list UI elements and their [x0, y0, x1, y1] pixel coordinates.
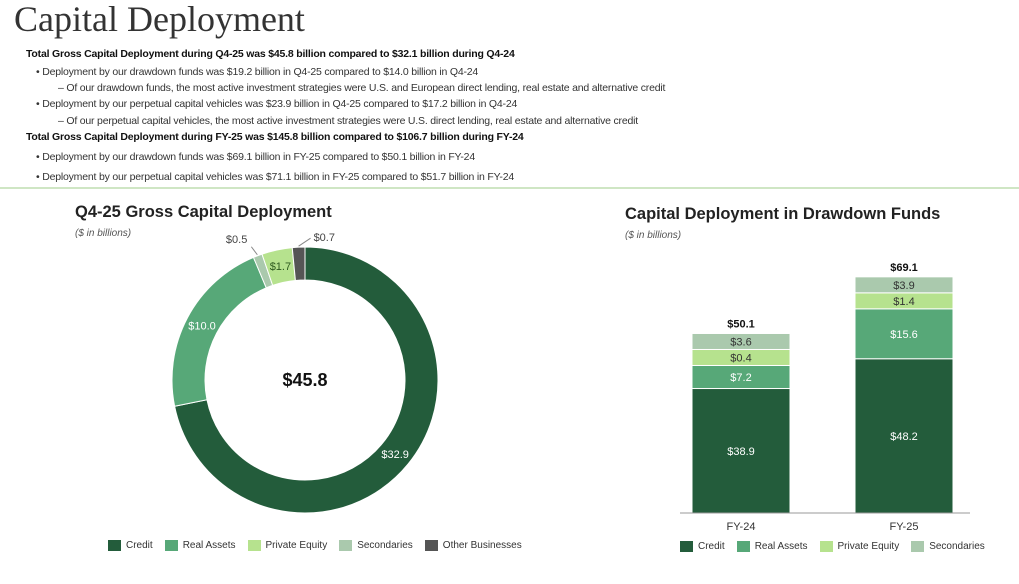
legend-label: Real Assets [182, 540, 236, 551]
leader-line [250, 246, 258, 256]
bar-total-label: $50.1 [727, 318, 755, 330]
donut-legend: Credit Real Assets Private Equity Secondari… [108, 540, 522, 551]
legend-swatch [680, 541, 693, 552]
donut-slice [171, 256, 267, 407]
donut-slice-label: $0.7 [314, 232, 335, 244]
legend-item: Secondaries [911, 541, 985, 552]
donut-slice-label: $32.9 [381, 449, 409, 461]
summary-bullet: – Of our drawdown funds, the most active… [58, 82, 666, 94]
legend-label: Secondaries [929, 541, 985, 552]
donut-slice-label: $0.5 [226, 234, 247, 246]
summary-heading: Total Gross Capital Deployment during FY… [26, 131, 524, 143]
bar-segment [691, 332, 791, 350]
donut-slice-label: $10.0 [188, 320, 216, 332]
legend-swatch [911, 541, 925, 552]
donut-center-total: $45.8 [282, 370, 327, 390]
legend-item: Real Assets [164, 540, 236, 551]
bar-title: Capital Deployment in Drawdown Funds [625, 205, 941, 223]
legend-swatch [424, 540, 438, 551]
x-tick-label: FY-24 [727, 521, 756, 533]
summary-bullet: • Deployment by our perpetual capital ve… [36, 171, 515, 183]
bar-subtitle: ($ in billions) [625, 230, 682, 241]
legend-label: Private Equity [837, 541, 900, 552]
legend-swatch [339, 540, 353, 551]
summary-bullet: • Deployment by our perpetual capital ve… [36, 98, 518, 110]
donut-slice [291, 246, 306, 282]
x-tick-label: FY-25 [890, 521, 919, 533]
legend-item: Credit [108, 540, 153, 551]
bar-segment-label: $15.6 [890, 329, 918, 341]
legend-item: Real Assets [736, 541, 808, 552]
donut-slice [174, 246, 439, 514]
bar-segment [691, 388, 791, 514]
summary-bullet: • Deployment by our drawdown funds was $… [36, 151, 475, 163]
donut-subtitle: ($ in billions) [75, 228, 132, 239]
legend-swatch [736, 541, 750, 552]
donut-slice-label: $1.7 [270, 261, 291, 273]
summary-bullet: – Of our perpetual capital vehicles, the… [58, 115, 638, 127]
summary-heading: Total Gross Capital Deployment during Q4… [26, 48, 515, 60]
divider [0, 187, 1019, 189]
page-title: Capital Deployment [14, 0, 305, 39]
bar-segment-label: $1.4 [893, 296, 914, 308]
legend-swatch [247, 540, 261, 551]
bar-segment-label: $7.2 [730, 372, 751, 384]
legend-swatch [819, 541, 833, 552]
legend-item: Secondaries [339, 540, 413, 551]
bar-total-label: $69.1 [890, 262, 918, 274]
legend-label: Credit [126, 540, 153, 551]
bar-segment-label: $38.9 [727, 446, 755, 458]
legend-swatch [108, 540, 121, 551]
leader-line [298, 237, 311, 247]
bar-segment-label: $3.6 [730, 336, 751, 348]
legend-label: Credit [698, 541, 725, 552]
legend-item: Private Equity [247, 540, 328, 551]
legend-label: Secondaries [357, 540, 413, 551]
summary-bullet: • Deployment by our drawdown funds was $… [36, 66, 479, 78]
bar-segment-label: $48.2 [890, 431, 918, 443]
donut-title: Q4-25 Gross Capital Deployment [75, 203, 332, 221]
bar-legend: Credit Real Assets Private Equity Secondari… [680, 541, 985, 552]
legend-label: Real Assets [754, 541, 808, 552]
legend-swatch [164, 540, 178, 551]
bar-segment [854, 276, 954, 294]
bar-segment [854, 358, 954, 514]
legend-item: Private Equity [819, 541, 900, 552]
bar-segment-label: $3.9 [893, 280, 914, 292]
legend-item: Other Businesses [424, 540, 522, 551]
legend-label: Other Businesses [442, 540, 522, 551]
legend-label: Private Equity [265, 540, 328, 551]
bar-segment-label: $0.4 [730, 352, 751, 364]
legend-item: Credit [680, 541, 725, 552]
